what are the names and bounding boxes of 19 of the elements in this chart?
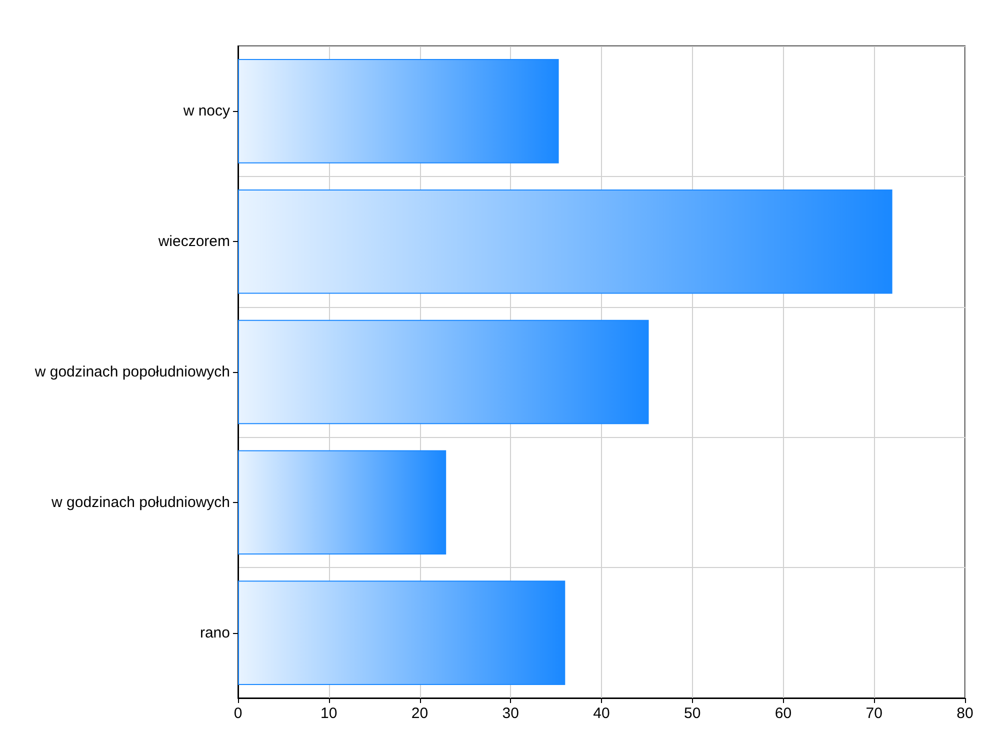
bar	[238, 189, 892, 294]
x-tick-label: 80	[956, 705, 974, 722]
bar	[238, 320, 649, 424]
y-tick-label: w nocy	[182, 102, 230, 120]
x-tick-label: 60	[774, 705, 792, 722]
y-tick-label: rano	[200, 624, 230, 642]
x-tick-label: 20	[411, 705, 428, 722]
y-tick-label: w godzinach południowych	[50, 494, 230, 511]
y-tick-label: w godzinach popołudniowych	[34, 364, 230, 380]
x-tick-label: 10	[320, 705, 338, 722]
x-tick-label: 50	[684, 705, 701, 722]
x-tick-label: 30	[502, 705, 519, 722]
x-tick-label: 0	[234, 705, 242, 722]
bar	[238, 580, 566, 685]
x-tick-label: 40	[593, 705, 610, 722]
y-tick-label: wieczorem	[157, 233, 230, 250]
x-tick-label: 70	[866, 705, 882, 722]
bar	[238, 59, 559, 164]
bar	[238, 450, 446, 555]
